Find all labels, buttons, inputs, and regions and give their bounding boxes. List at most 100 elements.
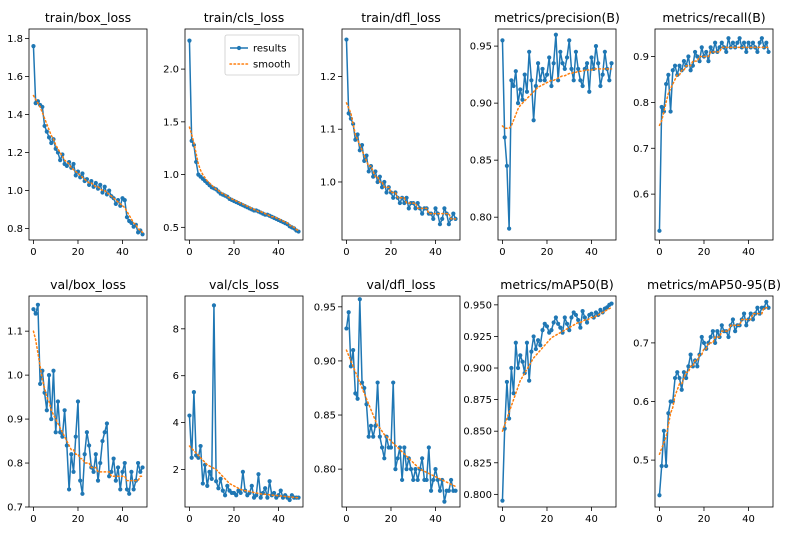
results-point (415, 477, 420, 483)
y-tick-label: 0.85 (470, 156, 492, 167)
results-point (442, 206, 447, 211)
results-point (661, 428, 667, 433)
results-point (113, 478, 118, 483)
legend: results smooth (224, 34, 300, 76)
results-point (607, 78, 612, 83)
results-point (564, 55, 570, 60)
results-point (695, 54, 700, 59)
legend-results-label: results (253, 44, 287, 55)
axes-frame (341, 28, 461, 241)
y-tick-label: 0.95 (314, 302, 336, 313)
results-point (395, 456, 400, 461)
results-point (598, 83, 603, 89)
smooth-line (32, 330, 144, 482)
results-point (379, 445, 385, 450)
results-point (216, 486, 221, 491)
results-point (211, 303, 217, 308)
results-point (140, 465, 145, 470)
results-point (551, 320, 556, 325)
results-point (31, 307, 36, 312)
axes-frame (28, 295, 148, 508)
results-point (602, 49, 607, 54)
results-point (540, 328, 545, 333)
results-point (249, 483, 254, 488)
smooth-line (658, 46, 770, 127)
results-line (501, 302, 612, 501)
subplot-title: val/dfl_loss (367, 277, 436, 292)
results-point (64, 443, 69, 448)
plot-area (344, 37, 458, 227)
results-point (111, 456, 116, 461)
results-point (584, 320, 590, 325)
results-point (135, 460, 141, 466)
results-point (692, 49, 698, 55)
results-point (719, 323, 724, 328)
y-tick-label: 0.825 (463, 458, 492, 469)
x-tick-label: 20 (385, 247, 398, 258)
results-point (657, 228, 662, 233)
results-point (659, 463, 664, 469)
subplot-title: train/box_loss (45, 10, 131, 25)
results-point (271, 490, 277, 496)
results-point (102, 430, 107, 435)
results-point (296, 495, 301, 500)
subplot-val-dfl-loss: val/dfl_loss 0.80 0.85 0.90 0.95 0 20 40 (314, 277, 461, 525)
axes-frame (184, 295, 304, 508)
results-point (73, 434, 78, 439)
results-point (670, 68, 675, 73)
results-point (538, 343, 543, 348)
results-point (684, 375, 689, 381)
results-point (513, 69, 518, 74)
results-point (757, 40, 762, 45)
results-point (453, 488, 458, 493)
y-tick-label: 1.4 (7, 110, 23, 121)
results-point (556, 78, 561, 83)
y-tick-label: 0.875 (463, 395, 492, 406)
results-point (688, 352, 693, 357)
results-point (198, 443, 203, 449)
results-point (420, 456, 425, 461)
results-point (446, 222, 451, 227)
results-point (710, 329, 715, 334)
results-point (764, 40, 769, 45)
results-point (735, 40, 740, 45)
results-point (80, 491, 85, 496)
results-point (547, 55, 552, 60)
results-point (690, 63, 695, 68)
x-tick-label: 40 (116, 247, 129, 258)
y-tick-label: 0.6 (633, 397, 649, 408)
results-point (695, 364, 700, 369)
results-point (560, 61, 565, 66)
results-point (529, 349, 534, 354)
results-point (556, 321, 561, 326)
results-point (100, 190, 105, 195)
results-point (733, 329, 738, 334)
y-tick-label: 1.0 (320, 177, 336, 188)
results-point (578, 78, 583, 83)
results-point (524, 340, 530, 345)
results-point (200, 481, 205, 486)
results-point (578, 325, 583, 330)
y-tick-label: 0.925 (463, 332, 492, 343)
results-point (549, 83, 554, 89)
results-point (562, 315, 567, 320)
results-point (80, 171, 85, 176)
results-point (393, 467, 398, 472)
results-point (533, 83, 538, 89)
results-point (411, 477, 416, 483)
y-tick-label: 0.6 (633, 190, 649, 201)
results-point (542, 78, 547, 83)
results-point (677, 375, 682, 381)
results-point (278, 488, 283, 493)
x-tick-label: 40 (116, 514, 129, 525)
results-point (431, 477, 436, 483)
results-point (531, 118, 536, 123)
results-point (44, 408, 49, 413)
results-point (265, 495, 270, 500)
results-point (129, 220, 134, 225)
results-point (576, 317, 581, 323)
results-point (118, 487, 123, 492)
results-point (582, 315, 587, 320)
x-tick-label: 20 (698, 514, 711, 525)
results-point (287, 497, 292, 503)
